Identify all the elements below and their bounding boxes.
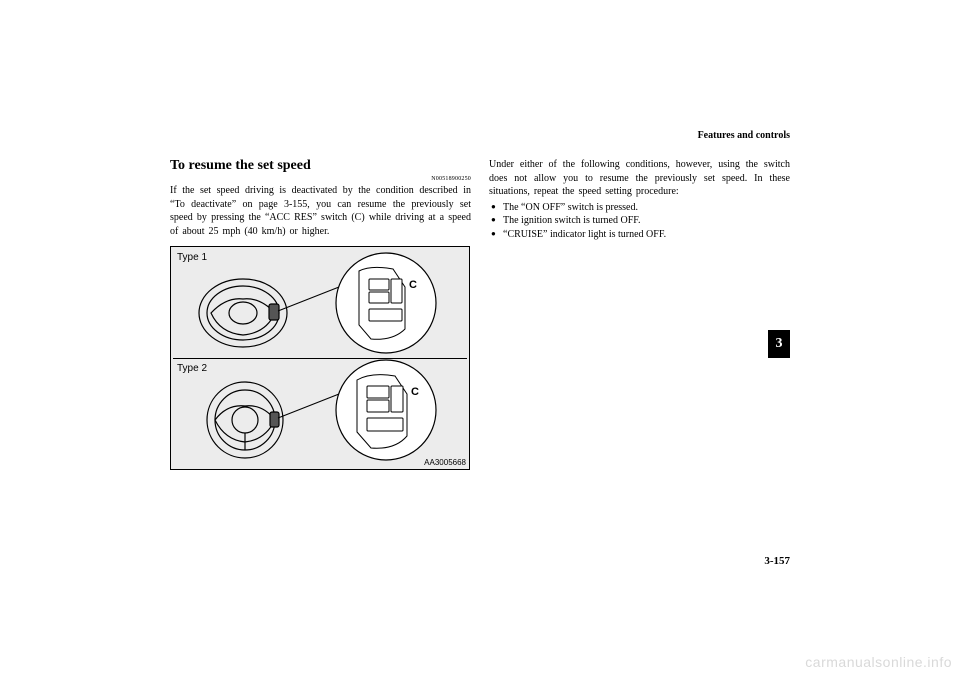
manual-page: Features and controls To resume the set … (170, 130, 790, 470)
left-column: To resume the set speed N00518900250 If … (170, 158, 471, 470)
figure-c-label-2: C (411, 386, 419, 398)
watermark: carmanualsonline.info (805, 654, 952, 670)
bullet-item: The ignition switch is turned OFF. (503, 214, 790, 228)
intro-paragraph: If the set speed driving is deactivated … (170, 184, 471, 238)
section-title: To resume the set speed (170, 158, 471, 174)
figure-code: AA3005668 (424, 458, 466, 467)
figure-box: Type 1 (170, 246, 470, 470)
right-paragraph: Under either of the following conditions… (489, 158, 790, 199)
chapter-header: Features and controls (698, 130, 790, 141)
figure-svg-type2 (171, 358, 471, 470)
content-columns: To resume the set speed N00518900250 If … (170, 158, 790, 470)
figure-label-type1: Type 1 (177, 252, 207, 263)
bullet-list: The “ON OFF” switch is pressed. The igni… (489, 201, 790, 242)
figure-svg-type1 (171, 247, 471, 359)
figure-panel-type1: Type 1 (171, 247, 469, 358)
doc-id: N00518900250 (170, 176, 471, 182)
figure-label-type2: Type 2 (177, 363, 207, 374)
figure-panel-type2: Type 2 (171, 358, 469, 469)
bullet-item: The “ON OFF” switch is pressed. (503, 201, 790, 215)
bullet-item: “CRUISE” indicator light is turned OFF. (503, 228, 790, 242)
section-tab: 3 (768, 330, 790, 358)
page-number: 3-157 (764, 555, 790, 567)
right-column: Under either of the following conditions… (489, 158, 790, 470)
figure-c-label-1: C (409, 279, 417, 291)
